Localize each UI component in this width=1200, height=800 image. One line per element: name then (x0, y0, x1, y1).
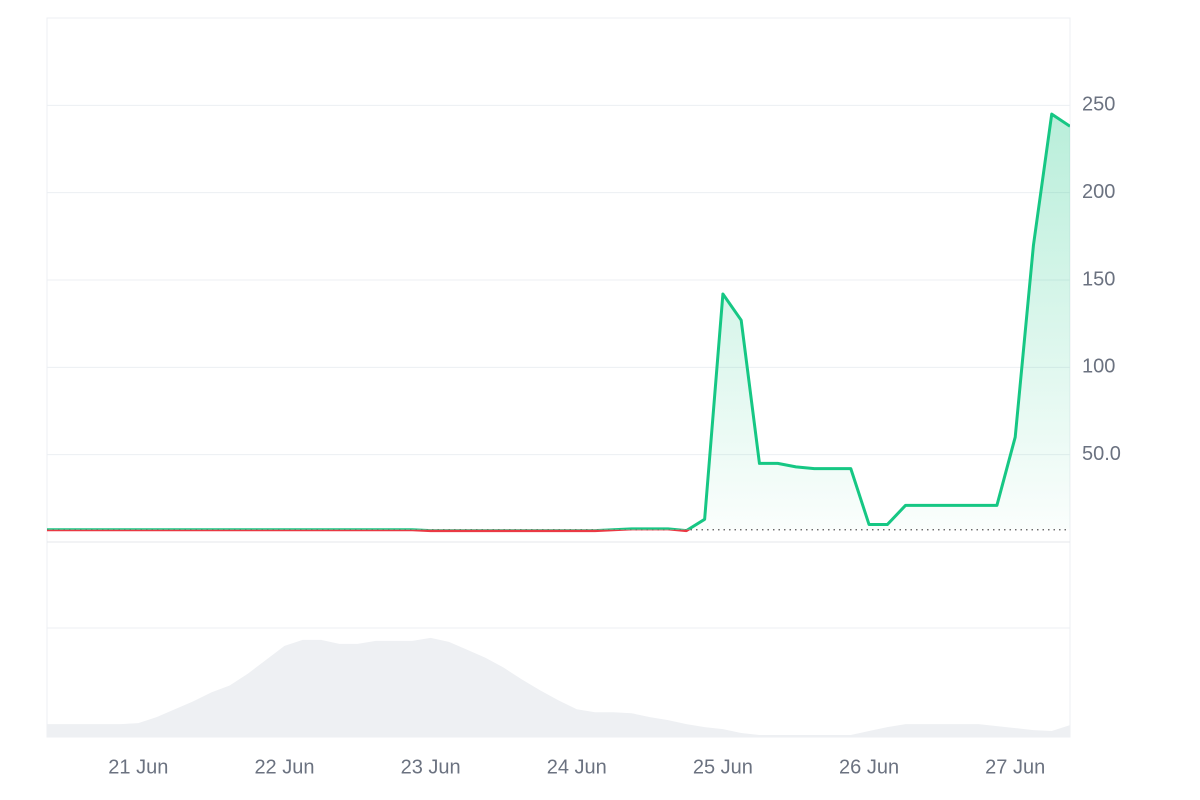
y-tick-label: 50.0 (1082, 443, 1121, 465)
x-tick-label: 21 Jun (108, 756, 168, 778)
x-tick-label: 25 Jun (693, 756, 753, 778)
x-tick-label: 23 Jun (401, 756, 461, 778)
plot-frame (46, 17, 1071, 738)
volume-area (47, 637, 1070, 737)
x-tick-label: 26 Jun (839, 756, 899, 778)
y-tick-label: 250 (1082, 94, 1115, 116)
y-tick-label: 150 (1082, 268, 1115, 290)
price-line-up (47, 112, 1070, 530)
x-tick-label: 27 Jun (985, 756, 1045, 778)
x-tick-label: 22 Jun (254, 756, 314, 778)
price-area (47, 114, 1070, 530)
price-line-down (47, 529, 691, 533)
y-tick-label: 100 (1082, 356, 1115, 378)
y-tick-label: 200 (1082, 181, 1115, 203)
x-tick-label: 24 Jun (547, 756, 607, 778)
